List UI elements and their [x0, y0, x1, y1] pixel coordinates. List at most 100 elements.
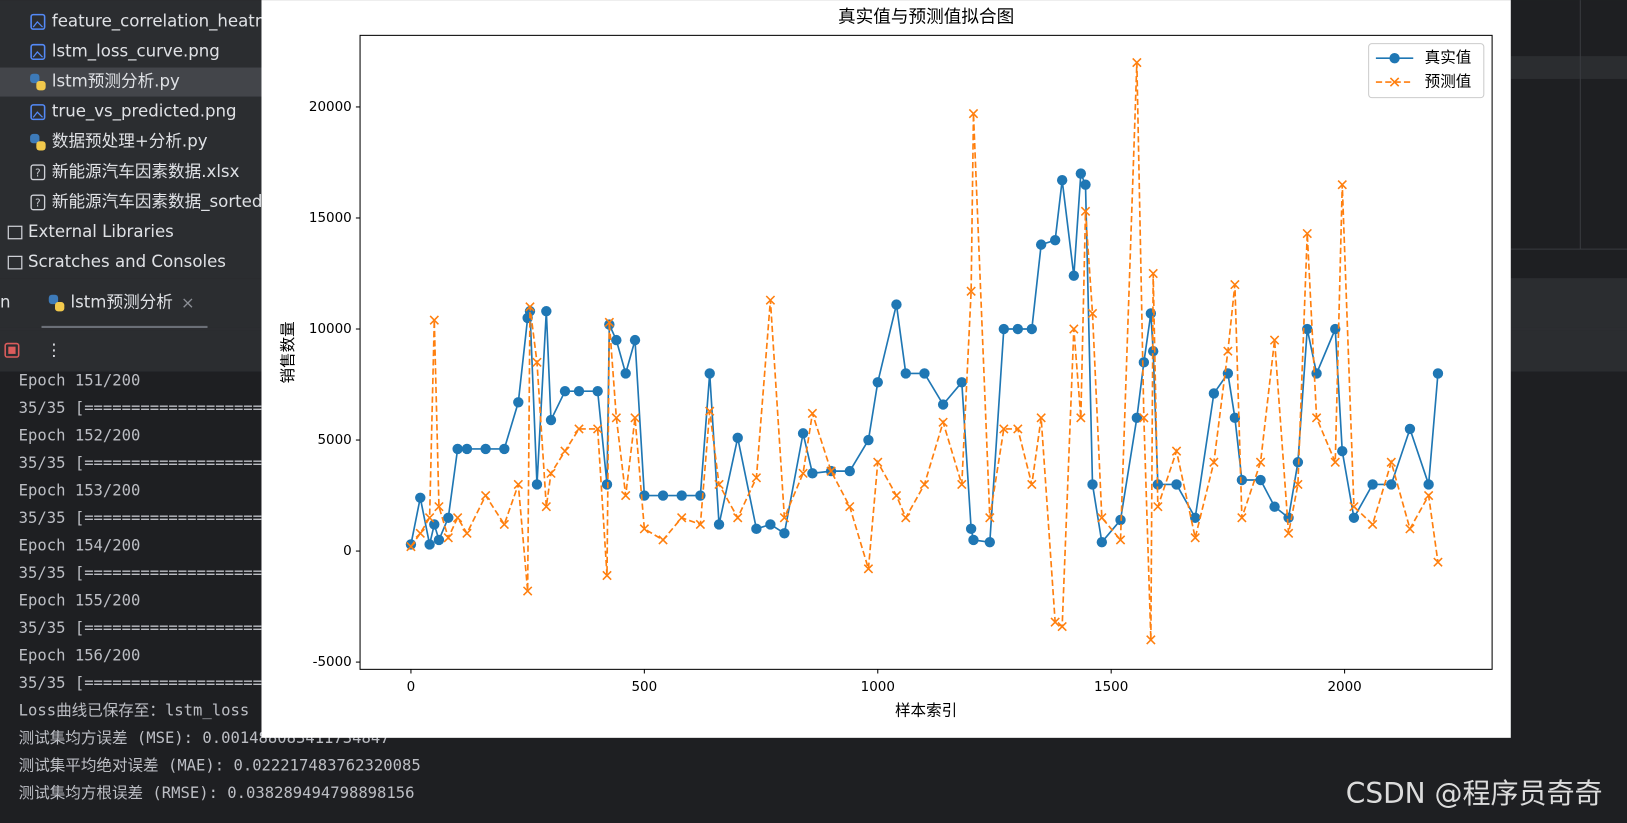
- point: [956, 377, 967, 388]
- point: [415, 492, 426, 503]
- python-icon: [30, 73, 40, 84]
- point: [1132, 57, 1142, 68]
- tree-item[interactable]: feature_correlation_heatma: [52, 11, 281, 31]
- point: [573, 385, 585, 397]
- point: [1367, 519, 1378, 530]
- point: [1302, 323, 1313, 335]
- point: [998, 323, 1009, 335]
- x-tick-label: 500: [631, 679, 657, 695]
- point: [405, 539, 417, 550]
- point: [732, 432, 743, 444]
- point: [611, 413, 622, 423]
- point: [1190, 533, 1200, 543]
- point: [1171, 446, 1182, 456]
- point: [443, 512, 454, 523]
- x-tick-label: 0: [407, 679, 416, 695]
- point: [513, 479, 524, 490]
- point: [1311, 413, 1322, 423]
- console-line: Epoch 155/200: [19, 591, 141, 609]
- point: [1423, 479, 1434, 490]
- point: [1138, 357, 1150, 368]
- point: [891, 490, 902, 501]
- y-tick-label: 0: [343, 543, 352, 559]
- more-button[interactable]: ⋮: [46, 340, 63, 359]
- point: [546, 468, 556, 479]
- run-tab[interactable]: lstm预测分析: [71, 293, 173, 312]
- run-tab[interactable]: n: [0, 293, 11, 312]
- stop-button[interactable]: [4, 342, 20, 358]
- point: [525, 302, 535, 312]
- point: [415, 528, 425, 538]
- point: [1330, 457, 1340, 467]
- y-tick-label: -5000: [313, 654, 352, 670]
- point: [1423, 490, 1434, 501]
- point: [1349, 501, 1359, 512]
- point: [1367, 479, 1378, 490]
- point: [620, 490, 631, 501]
- point: [657, 490, 669, 501]
- point: [713, 519, 725, 530]
- point: [1146, 635, 1156, 645]
- point: [676, 513, 687, 523]
- point: [985, 513, 995, 523]
- point: [1269, 335, 1280, 345]
- point: [545, 414, 557, 426]
- point: [1209, 457, 1219, 467]
- python-icon: [30, 133, 40, 144]
- point: [797, 428, 809, 439]
- point: [639, 524, 650, 534]
- tree-item[interactable]: 新能源汽车因素数据_sorted.x: [52, 192, 278, 212]
- point: [1190, 512, 1201, 523]
- console-line: 测试集平均绝对误差 (MAE): 0.022217483762320085: [19, 756, 421, 774]
- point: [499, 519, 510, 530]
- point: [541, 501, 552, 512]
- point: [1057, 621, 1067, 632]
- tree-section[interactable]: External Libraries: [28, 222, 174, 241]
- point: [957, 479, 967, 490]
- y-tick-label: 15000: [309, 210, 352, 226]
- section-icon: [7, 225, 23, 240]
- console-line: Epoch 153/200: [19, 481, 141, 499]
- point: [1152, 479, 1164, 490]
- point: [601, 479, 613, 490]
- python-icon: [36, 81, 46, 91]
- series: [406, 57, 1443, 645]
- tree-item[interactable]: 数据预处理+分析.py: [52, 132, 208, 151]
- point: [1153, 501, 1163, 512]
- point: [1433, 557, 1443, 567]
- figure-background: [261, 0, 1511, 738]
- x-tick-label: 1000: [861, 679, 895, 695]
- point: [1076, 413, 1086, 423]
- point: [1131, 412, 1143, 424]
- tree-item[interactable]: lstm预测分析.py: [52, 72, 180, 91]
- image-file-icon-glyph: [32, 111, 43, 118]
- point: [429, 519, 440, 530]
- point: [1269, 501, 1280, 512]
- tree-item[interactable]: lstm_loss_curve.png: [52, 41, 220, 61]
- tree-section[interactable]: Scratches and Consoles: [28, 252, 226, 271]
- point: [938, 417, 948, 427]
- point: [733, 513, 743, 523]
- point: [1069, 324, 1079, 334]
- point: [1405, 524, 1415, 534]
- point: [1236, 474, 1248, 486]
- unknown-file-icon-glyph: ?: [35, 167, 41, 179]
- watermark-layer: CSDN @程序员奇奇: [1346, 777, 1603, 810]
- tree-item[interactable]: true_vs_predicted.png: [52, 102, 237, 122]
- point: [1255, 474, 1266, 486]
- point: [424, 513, 435, 523]
- tree-item[interactable]: 新能源汽车因素数据.xlsx: [52, 162, 240, 181]
- point: [968, 534, 979, 546]
- point: [779, 528, 790, 539]
- stop-icon: [8, 346, 16, 354]
- point: [1330, 323, 1341, 335]
- tab-close[interactable]: [183, 298, 193, 308]
- point: [919, 479, 930, 490]
- point: [1027, 479, 1037, 490]
- point: [1404, 423, 1416, 435]
- point: [513, 397, 524, 408]
- python-icon: [36, 141, 46, 151]
